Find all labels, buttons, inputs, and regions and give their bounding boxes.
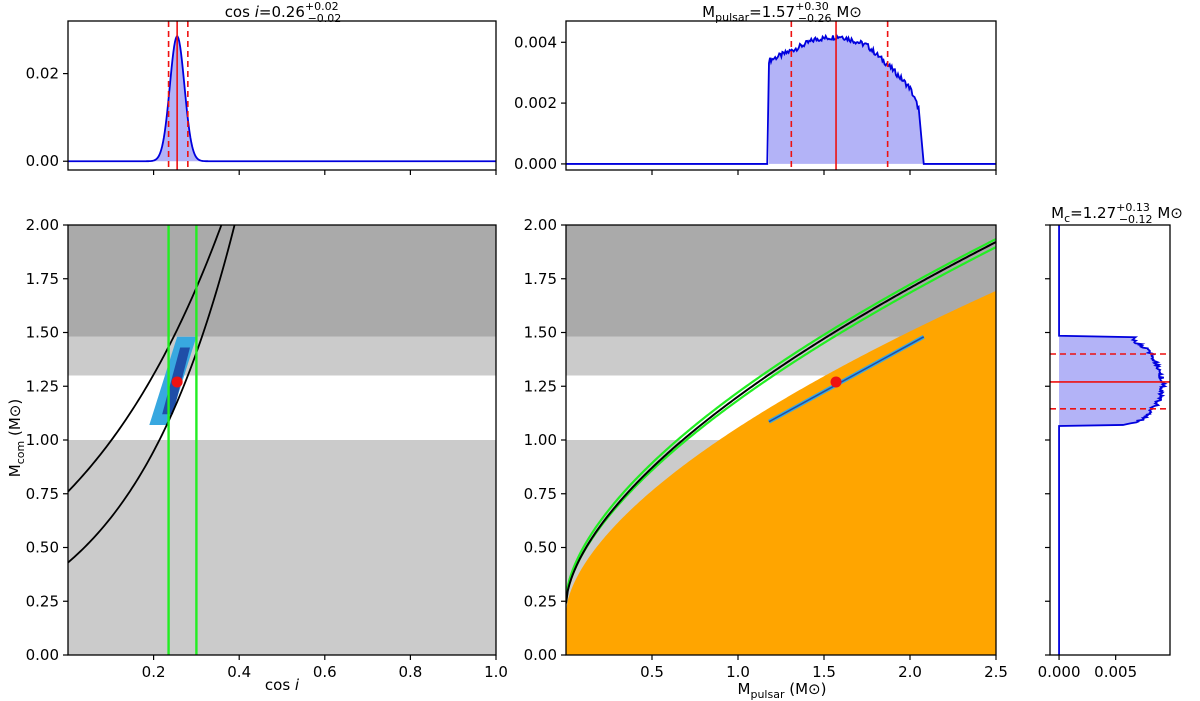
mpulsar-mcom-xtick-label: 2.0 bbox=[898, 663, 922, 681]
cosi-mcom-xtick-label: 0.2 bbox=[142, 663, 166, 681]
cosi-hist-ytick-label: 0.00 bbox=[26, 152, 59, 170]
mpulsar-mcom-xtick-label: 1.0 bbox=[726, 663, 750, 681]
cosi-mcom-ytick-label: 2.00 bbox=[26, 216, 59, 234]
mpulsar-mcom-ytick-label: 1.25 bbox=[524, 377, 557, 395]
cosi-mcom-xtick-label: 0.6 bbox=[313, 663, 337, 681]
mc-hist-xtick-label: 0.000 bbox=[1038, 663, 1081, 681]
mc-histogram-panel: 0.000 0.005 Mc=1.27+0.13 −0.12 M⊙ bbox=[1038, 201, 1183, 681]
cosi-posterior-curve bbox=[68, 35, 496, 163]
mpulsar-hist-ytick-label: 0.004 bbox=[514, 33, 557, 51]
cosi-mcom-ytick-label: 0.50 bbox=[26, 539, 59, 557]
best-fit-point bbox=[830, 376, 842, 388]
mpulsar-hist-ytick-label: 0.002 bbox=[514, 94, 557, 112]
cosi-mcom-ytick-label: 0.75 bbox=[26, 485, 59, 503]
mpulsar-posterior-fill bbox=[768, 35, 924, 164]
contour-segment-inner bbox=[768, 336, 925, 423]
cosi-mcom-ytick-label: 0.25 bbox=[26, 592, 59, 610]
mpulsar-mcom-ytick-label: 1.50 bbox=[524, 324, 557, 342]
mpulsar-mcom-plot-area bbox=[566, 225, 996, 655]
mpulsar-mcom-panel: 0.00 0.25 0.50 0.75 1.00 1.25 1.50 1.75 2.00 0.5 1… bbox=[524, 216, 1008, 701]
mass-band bbox=[68, 440, 496, 655]
cosi-xlabel: cos i bbox=[265, 676, 300, 694]
mpulsar-mcom-xtick-label: 1.5 bbox=[812, 663, 836, 681]
mpulsar-mcom-ytick-label: 1.00 bbox=[524, 431, 557, 449]
mpulsar-mcom-ytick-label: 1.75 bbox=[524, 270, 557, 288]
mpulsar-mcom-ytick-label: 0.00 bbox=[524, 646, 557, 664]
cosi-histogram-title: cos i=0.26+0.02 −0.02 bbox=[225, 0, 342, 25]
physical-limit-region bbox=[566, 290, 996, 655]
cosi-mcom-plot-area bbox=[68, 225, 496, 655]
cosi-mcom-panel: 0.00 0.25 0.50 0.75 1.00 1.25 1.50 1.75 2.00 0.2 0… bbox=[6, 216, 508, 694]
mass-band bbox=[68, 336, 496, 376]
cosi-mcom-xtick-label: 1.0 bbox=[484, 663, 508, 681]
cosi-mcom-xtick-label: 0.4 bbox=[227, 663, 251, 681]
mpulsar-posterior-curve bbox=[566, 33, 996, 165]
mass-function-curve bbox=[68, 225, 223, 493]
cosi-constraint-curve bbox=[566, 238, 996, 600]
mcom-ylabel: Mcom (M⊙) bbox=[6, 399, 27, 477]
mpulsar-mcom-ytick-label: 0.25 bbox=[524, 592, 557, 610]
mpulsar-hist-ytick-label: 0.000 bbox=[514, 155, 557, 173]
mpulsar-mcom-xtick-label: 2.5 bbox=[984, 663, 1008, 681]
cosi-mcom-xtick-label: 0.8 bbox=[398, 663, 422, 681]
mpulsar-mcom-ytick-label: 0.50 bbox=[524, 539, 557, 557]
mc-posterior-fill bbox=[1059, 335, 1165, 427]
cosi-mcom-ytick-label: 1.25 bbox=[26, 377, 59, 395]
mpulsar-xlabel: Mpulsar (M⊙) bbox=[738, 680, 827, 701]
cosi-mcom-ytick-label: 1.50 bbox=[26, 324, 59, 342]
mpulsar-mcom-xtick-label: 0.5 bbox=[640, 663, 664, 681]
mc-histogram-title: Mc=1.27+0.13 −0.12 M⊙ bbox=[1051, 201, 1183, 226]
mass-function-curve bbox=[68, 225, 236, 564]
mpulsar-mcom-ytick-label: 0.75 bbox=[524, 485, 557, 503]
mass-function-curve bbox=[566, 241, 996, 604]
mpulsar-mcom-ytick-label: 2.00 bbox=[524, 216, 557, 234]
cosi-constraint-curve bbox=[566, 246, 996, 602]
mc-posterior-curve bbox=[1058, 225, 1168, 655]
cosi-mcom-ytick-label: 0.00 bbox=[26, 646, 59, 664]
cosi-mcom-ytick-label: 1.00 bbox=[26, 431, 59, 449]
cosi-hist-ytick-label: 0.02 bbox=[26, 65, 59, 83]
cosi-histogram-panel: 0.00 0.02 cos i=0.26+0.02 −0.02 bbox=[26, 0, 497, 175]
mass-band bbox=[68, 225, 496, 337]
cosi-mcom-ytick-label: 1.75 bbox=[26, 270, 59, 288]
best-fit-point bbox=[171, 376, 183, 388]
mc-hist-xtick-label: 0.005 bbox=[1094, 663, 1137, 681]
